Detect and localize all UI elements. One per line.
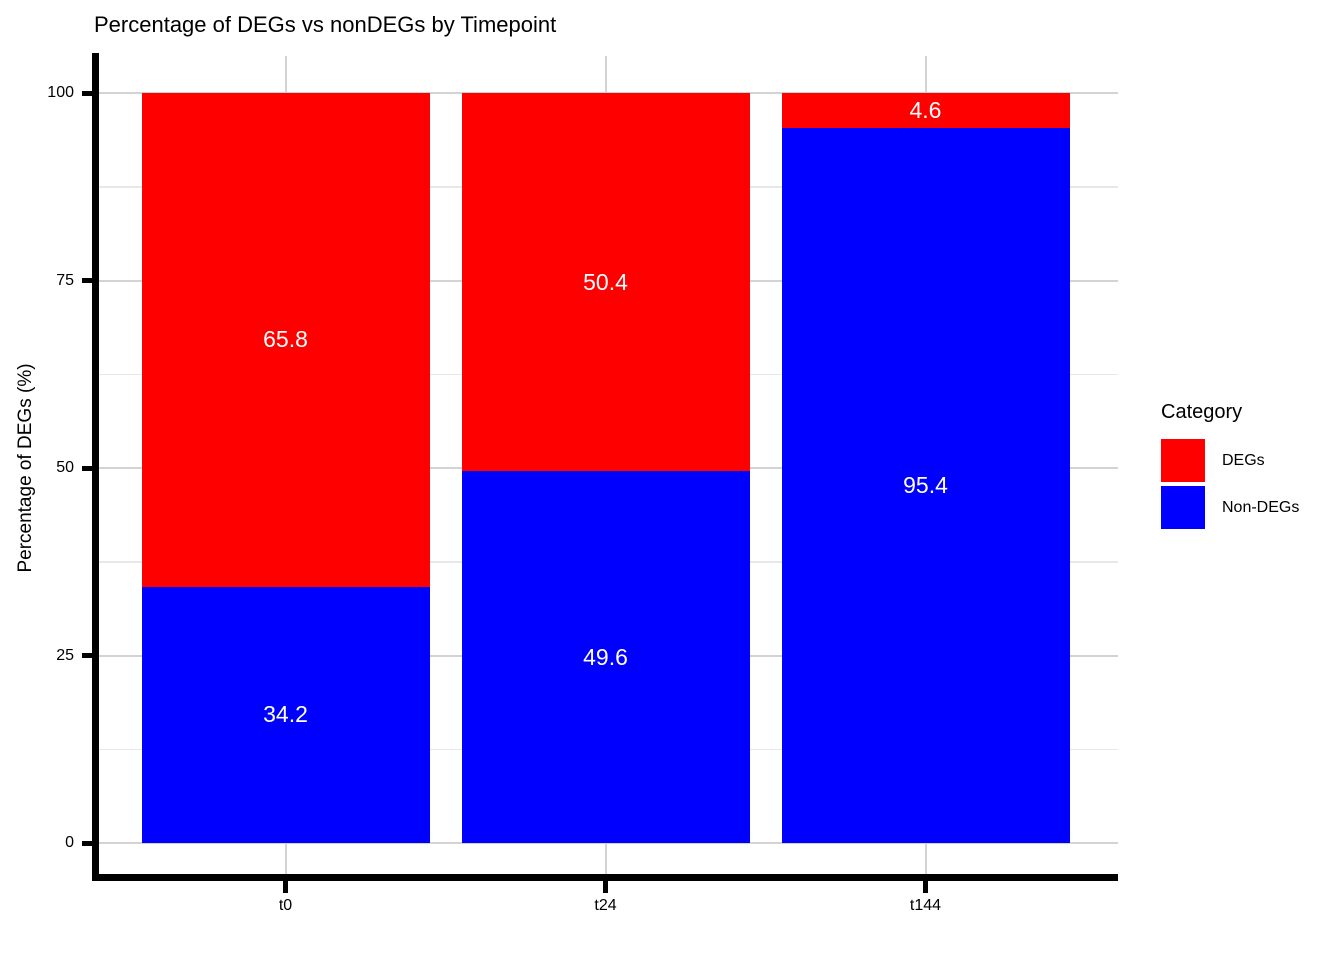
bar-segment-non-degs-t144: 95.4: [781, 127, 1070, 843]
x-axis-tick: [283, 880, 288, 893]
legend-item-label: Non-DEGs: [1222, 498, 1300, 516]
chart-title: Percentage of DEGs vs nonDEGs by Timepoi…: [94, 12, 557, 37]
y-axis-tick-label: 100: [47, 84, 74, 101]
bar-value-label: 65.8: [263, 326, 308, 353]
legend-item-label: DEGs: [1222, 451, 1265, 469]
y-axis-tick: [82, 840, 92, 846]
plot-panel: 34.2 65.8 49.6 50.4 95.4 4.6: [99, 55, 1118, 881]
y-axis-tick-label: 75: [56, 271, 74, 289]
x-axis-tick-label: t144: [909, 896, 942, 914]
bar-segment-degs-t144: 4.6: [781, 93, 1070, 128]
legend-item: DEGs: [1161, 439, 1299, 482]
y-axis-tick-label: 25: [56, 646, 74, 664]
y-axis-tick-label: 50: [56, 459, 74, 476]
legend: Category DEGs Non-DEGs: [1161, 401, 1299, 533]
x-axis-line: [92, 874, 1118, 881]
bar-value-label: 34.2: [263, 701, 308, 728]
x-axis-tick-label: t24: [594, 896, 617, 914]
legend-item: Non-DEGs: [1161, 486, 1299, 529]
legend-key-degs-swatch: [1161, 439, 1205, 482]
legend-key-non-degs-swatch: [1161, 486, 1205, 529]
y-axis-tick: [82, 465, 92, 471]
y-axis-line: [92, 53, 99, 881]
x-axis-tick: [923, 880, 928, 893]
bar-segment-non-degs-t0: 34.2: [141, 586, 430, 843]
bar-segment-non-degs-t24: 49.6: [461, 471, 750, 843]
legend-items: DEGs Non-DEGs: [1161, 439, 1299, 529]
y-axis-tick-label: 0: [65, 834, 74, 851]
x-axis-tick: [603, 880, 608, 893]
bar-value-label: 50.4: [583, 268, 628, 295]
y-axis-tick: [82, 653, 92, 658]
bar-segment-degs-t24: 50.4: [461, 93, 750, 471]
gridline-major: [99, 842, 1118, 844]
y-axis-tick: [82, 90, 92, 96]
legend-title: Category: [1161, 401, 1243, 423]
bar-segment-degs-t0: 65.8: [141, 93, 430, 587]
bar-value-label: 95.4: [903, 471, 948, 498]
bar-value-label: 49.6: [583, 643, 628, 670]
bar-value-label: 4.6: [909, 96, 942, 123]
x-axis-tick-label: t0: [278, 896, 293, 914]
y-axis-tick: [82, 278, 92, 283]
